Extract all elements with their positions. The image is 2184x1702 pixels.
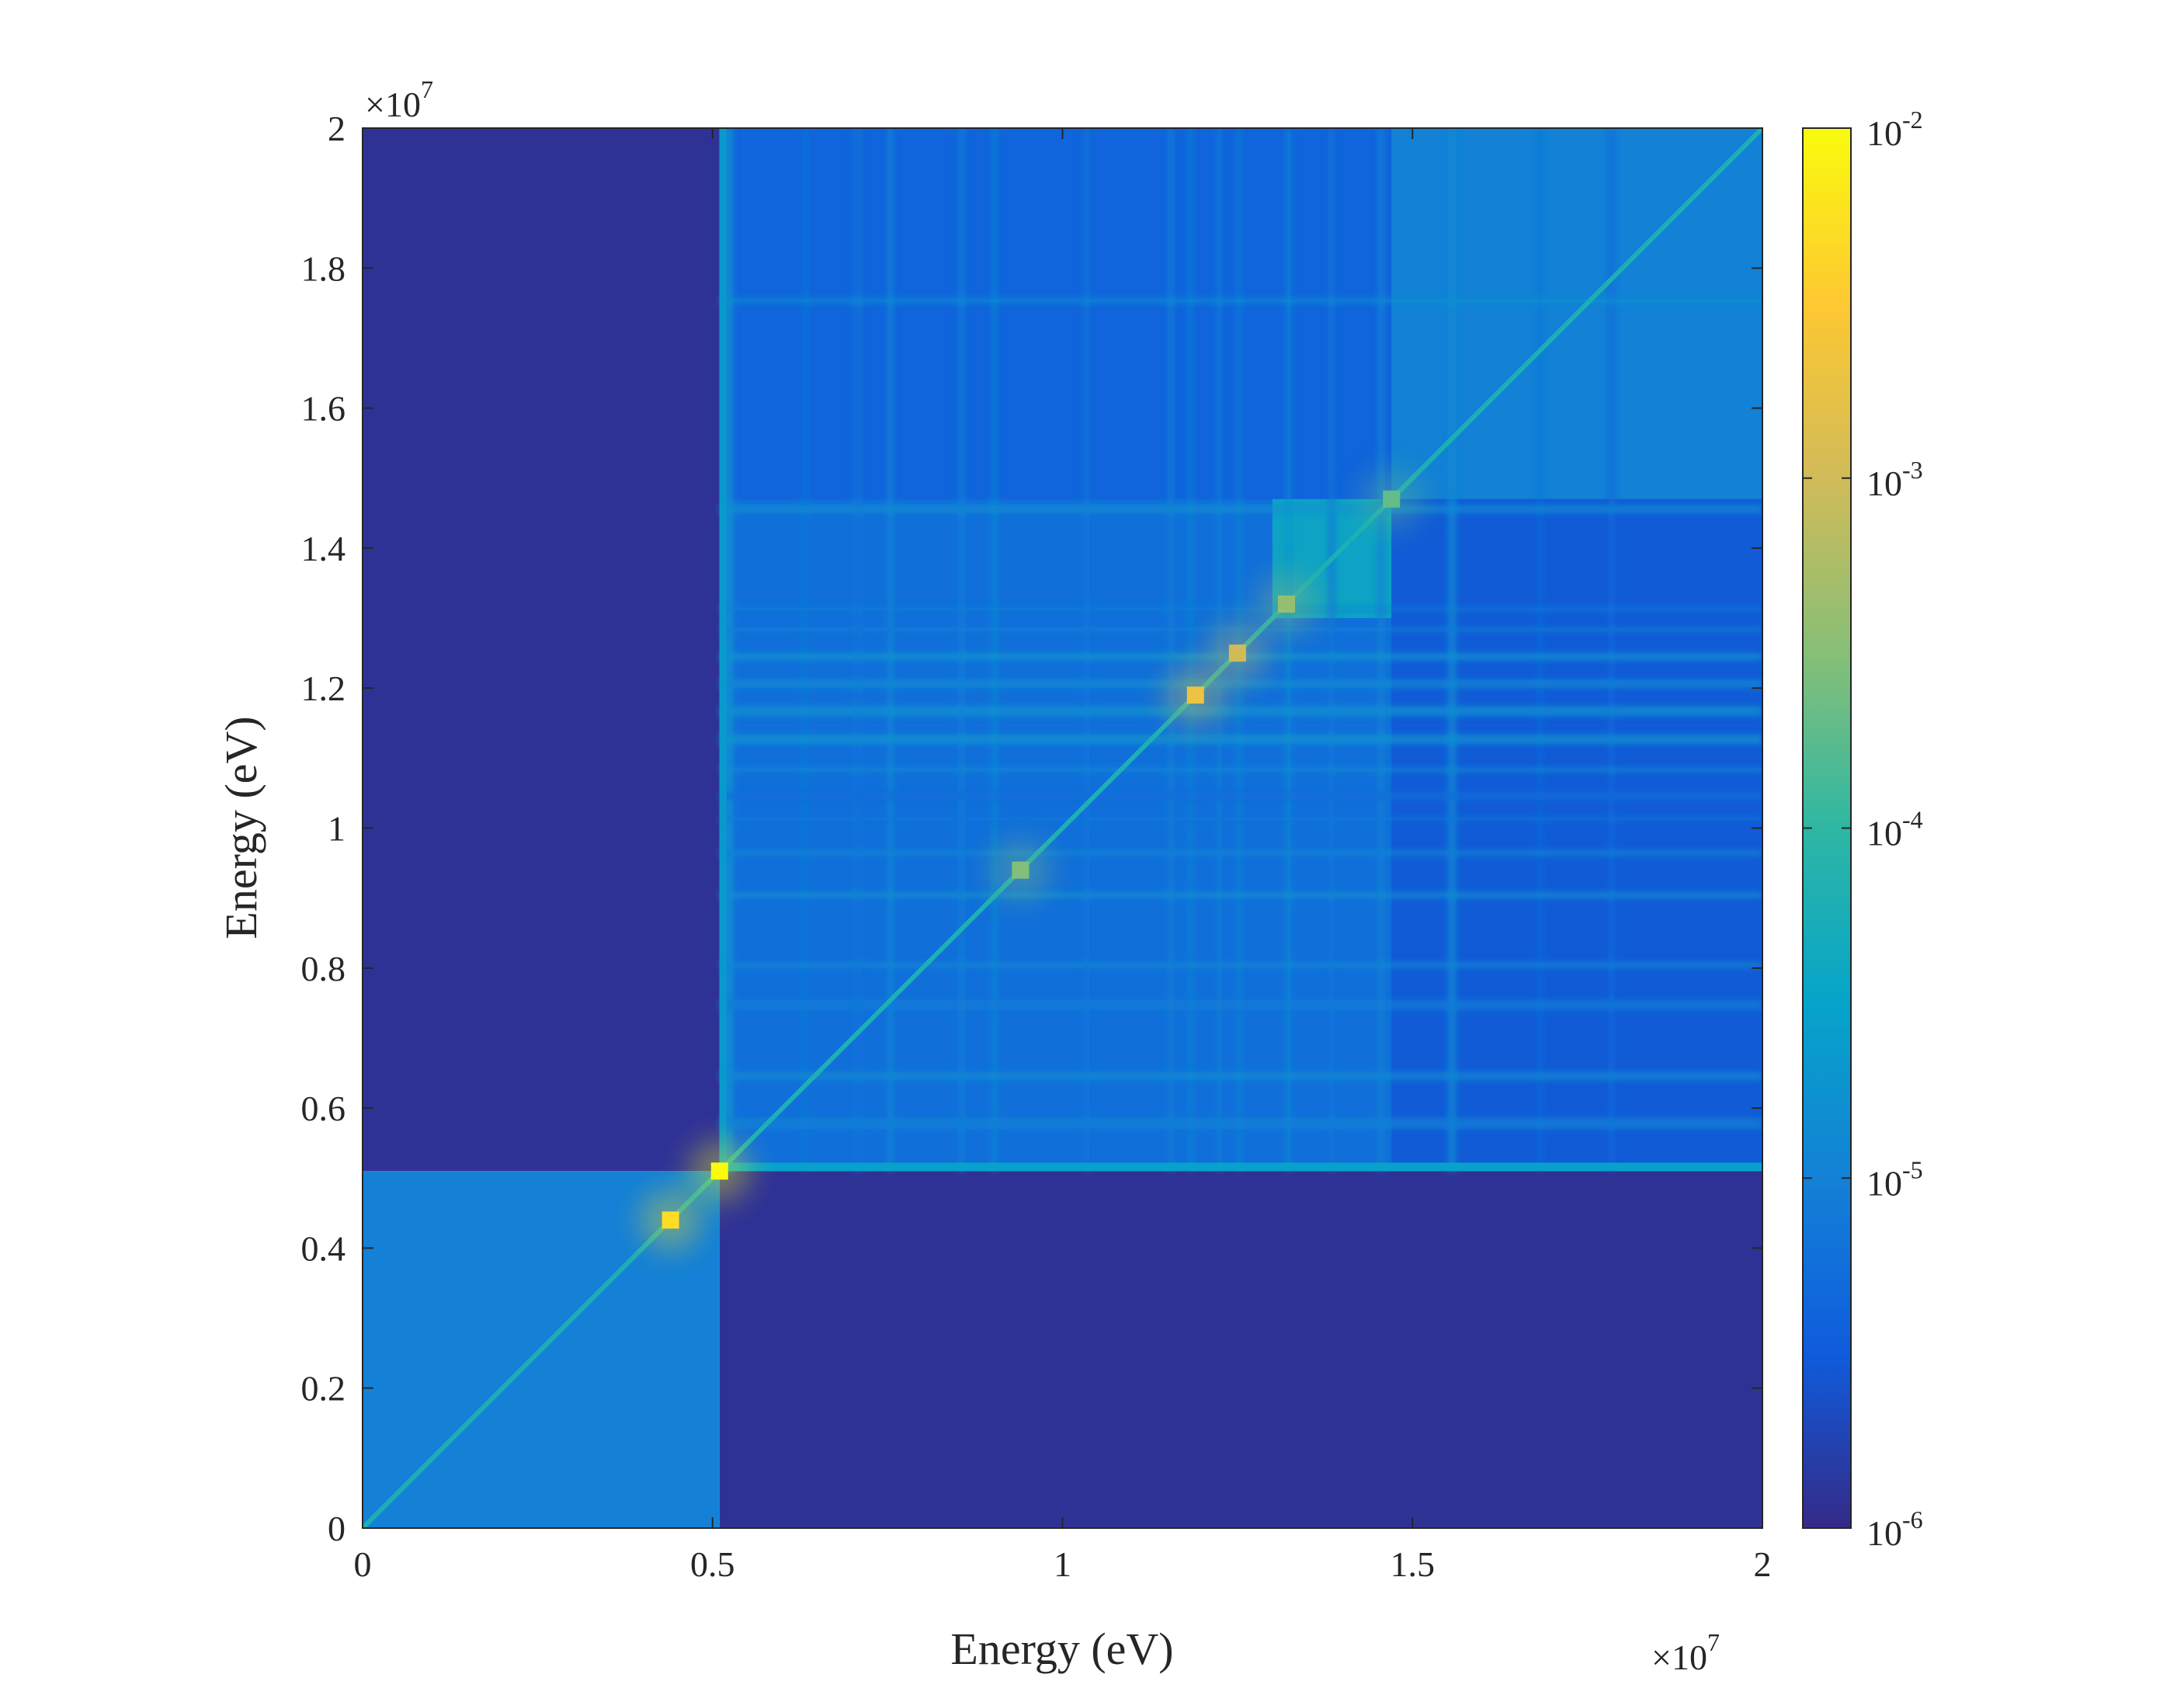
vertical-stripe [957, 128, 966, 1172]
heatmap-image [363, 128, 1762, 1528]
x-tick-labels: 0 0.5 1 1.5 2 [354, 1544, 1772, 1584]
colorbar-tick-exponent: -4 [1902, 806, 1923, 834]
y-tick-label: 2 [328, 109, 345, 148]
horizontal-stripe [719, 767, 1762, 773]
y-multiplier: ×107 [365, 75, 433, 124]
diagonal-line [363, 128, 1762, 1528]
vertical-stripe [852, 128, 863, 1172]
horizontal-stripe [719, 849, 1762, 856]
axis-ticks [362, 127, 1763, 1529]
x-multiplier-exponent: 7 [1707, 1628, 1720, 1656]
x-tick-label: 1 [1054, 1544, 1071, 1584]
horizontal-stripe [719, 961, 1762, 968]
y-tick-label: 1.6 [301, 389, 346, 429]
vertical-stripe [992, 128, 997, 1172]
horizontal-stripe [719, 1117, 1762, 1130]
horizontal-stripe [719, 734, 1762, 745]
colorbar-tick-exponent: -6 [1902, 1506, 1923, 1534]
colorbar-tick-base: 10 [1866, 814, 1902, 853]
horizontal-stripe [719, 505, 1762, 513]
x-tick-label: 1.5 [1391, 1544, 1436, 1584]
colorbar-tick-label: 10-3 [1866, 456, 1923, 503]
heatmap-base-blocks [363, 128, 1762, 1528]
off-diagonal-block-lower [719, 1171, 1762, 1528]
x-multiplier: ×107 [1651, 1628, 1720, 1677]
vertical-stripe [1608, 128, 1615, 1172]
diagonal-peak [1012, 861, 1030, 879]
heatmap-diagonal [363, 128, 1762, 1528]
colorbar-tick-exponent: -3 [1902, 456, 1923, 484]
horizontal-stripe [719, 1072, 1762, 1081]
vertical-stripe [803, 128, 807, 1172]
y-tick-label: 0.4 [301, 1228, 346, 1268]
y-multiplier-exponent: 7 [421, 75, 433, 103]
diagonal-peak [710, 1162, 728, 1180]
y-tick-label: 1.4 [301, 529, 346, 568]
diagonal-peak [1186, 686, 1204, 704]
colorbar-tick-base: 10 [1866, 1513, 1902, 1553]
colorbar-tick-label: 10-6 [1866, 1506, 1923, 1553]
edge-band-vertical [719, 128, 727, 1172]
colorbar: 10-610-510-410-310-2 [1802, 106, 1923, 1553]
diagonal-peak [1383, 490, 1401, 508]
high-energy-lower-right [1391, 498, 1762, 1172]
horizontal-stripe [719, 706, 1762, 717]
horizontal-stripe [719, 891, 1762, 898]
y-tick-label: 0.6 [301, 1089, 346, 1128]
horizontal-stripe [719, 999, 1762, 1010]
horizontal-stripe [719, 791, 1762, 801]
diagonal-peak [1228, 644, 1246, 662]
vertical-stripe [1167, 128, 1175, 1172]
colorbar-tick-exponent: -2 [1902, 106, 1923, 134]
diagonal-peak [661, 1211, 679, 1229]
colorbar-tick-exponent: -5 [1902, 1155, 1923, 1183]
vertical-stripe [1286, 128, 1291, 1172]
vertical-stripe [1377, 128, 1385, 1172]
horizontal-stripe [719, 606, 1762, 612]
y-multiplier-base: ×10 [365, 85, 421, 124]
edge-band-horizontal [719, 1162, 1762, 1172]
vertical-stripe [1538, 128, 1543, 1172]
y-tick-label: 1.8 [301, 248, 346, 288]
off-diagonal-block-upper [363, 128, 720, 1172]
y-tick-label: 0 [328, 1509, 345, 1548]
y-tick-label: 1.2 [301, 669, 346, 708]
horizontal-stripe [719, 816, 1762, 821]
colorbar-tick-base: 10 [1866, 113, 1902, 153]
y-tick-labels: 0 0.2 0.4 0.6 0.8 1 1.2 1.4 1.6 1.8 2 [301, 109, 346, 1548]
vertical-stripe [1328, 128, 1335, 1172]
y-axis-label: Energy (eV) [216, 716, 266, 939]
x-multiplier-base: ×10 [1651, 1638, 1707, 1677]
horizontal-stripe [719, 298, 1762, 304]
y-tick-label: 0.2 [301, 1369, 346, 1408]
x-tick-label: 0 [354, 1544, 372, 1584]
colorbar-ticks [1803, 127, 1851, 1529]
colorbar-tick-label: 10-5 [1866, 1155, 1923, 1203]
diagonal-peak [1277, 596, 1295, 613]
x-axis-label: Energy (eV) [950, 1624, 1173, 1674]
vertical-stripe [1447, 128, 1457, 1172]
y-tick-label: 0.8 [301, 949, 346, 988]
colorbar-tick-label: 10-2 [1866, 106, 1923, 153]
vertical-stripe [1188, 128, 1193, 1172]
x-tick-label: 0.5 [690, 1544, 735, 1584]
colorbar-tick-labels: 10-610-510-410-310-2 [1866, 106, 1923, 1553]
colorbar-tick-base: 10 [1866, 464, 1902, 503]
x-tick-label: 2 [1754, 1544, 1772, 1584]
colorbar-tick-base: 10 [1866, 1163, 1902, 1203]
colorbar-tick-label: 10-4 [1866, 806, 1923, 853]
y-tick-label: 1 [328, 809, 345, 849]
vertical-stripe [887, 128, 894, 1172]
vertical-stripe [1083, 128, 1090, 1172]
